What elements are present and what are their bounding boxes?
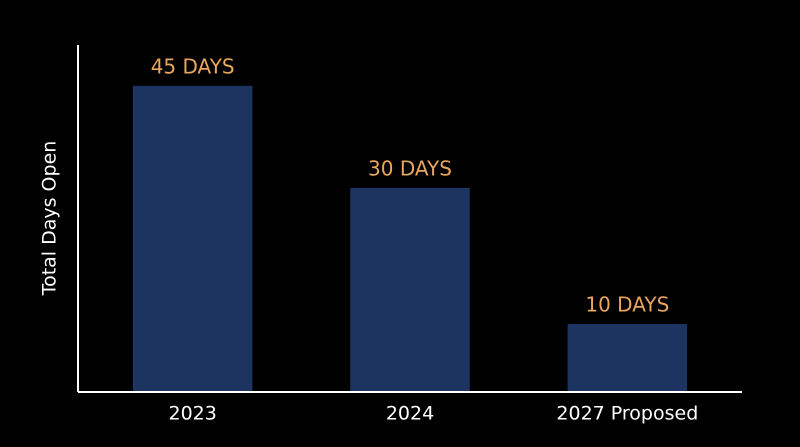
x-tick-label: 2023 [168, 403, 216, 425]
data-label: 30 DAYS [368, 156, 452, 180]
y-axis-label: Total Days Open [39, 141, 61, 297]
x-tick-label: 2027 Proposed [556, 403, 698, 425]
bar [132, 85, 253, 392]
data-label: 10 DAYS [585, 292, 669, 316]
bar [350, 187, 470, 392]
x-tick-label: 2024 [386, 403, 434, 425]
bar [567, 323, 688, 392]
data-label: 45 DAYS [151, 54, 235, 78]
